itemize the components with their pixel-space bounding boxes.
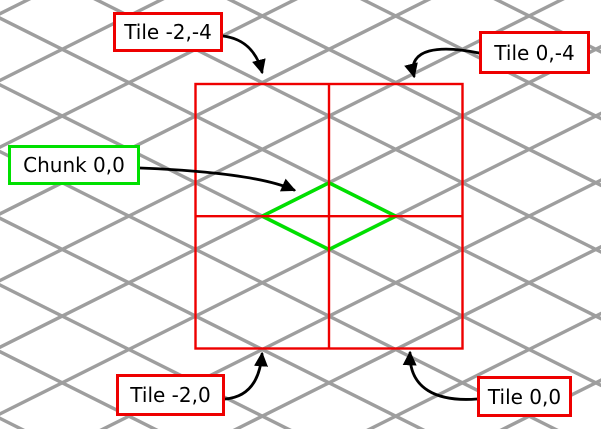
chunk-0-0-label-text: Chunk 0,0 (23, 153, 125, 177)
tile-neg2-0-label: Tile -2,0 (116, 374, 225, 416)
arrow-tile-bottom-right (402, 350, 479, 401)
callout-arrows (138, 34, 481, 401)
arrow-tile-bottom-left (223, 351, 268, 401)
arrow-chunk (138, 166, 297, 192)
tile-neg2-neg4-label: Tile -2,-4 (113, 12, 223, 52)
tile-neg2-neg4-label-text: Tile -2,-4 (124, 20, 212, 44)
chunk-0-0-label: Chunk 0,0 (8, 145, 140, 185)
tile-boundary (194, 82, 464, 350)
tile-neg2-0-label-text: Tile -2,0 (130, 383, 211, 407)
tile-0-0-label-text: Tile 0,0 (487, 384, 562, 409)
arrow-tile-top-right (404, 47, 481, 79)
tile-0-neg4-label-text: Tile 0,-4 (494, 40, 575, 65)
tile-0-neg4-label: Tile 0,-4 (479, 31, 590, 74)
arrow-tile-top-left (221, 34, 266, 75)
tile-0-0-label: Tile 0,0 (477, 376, 572, 417)
